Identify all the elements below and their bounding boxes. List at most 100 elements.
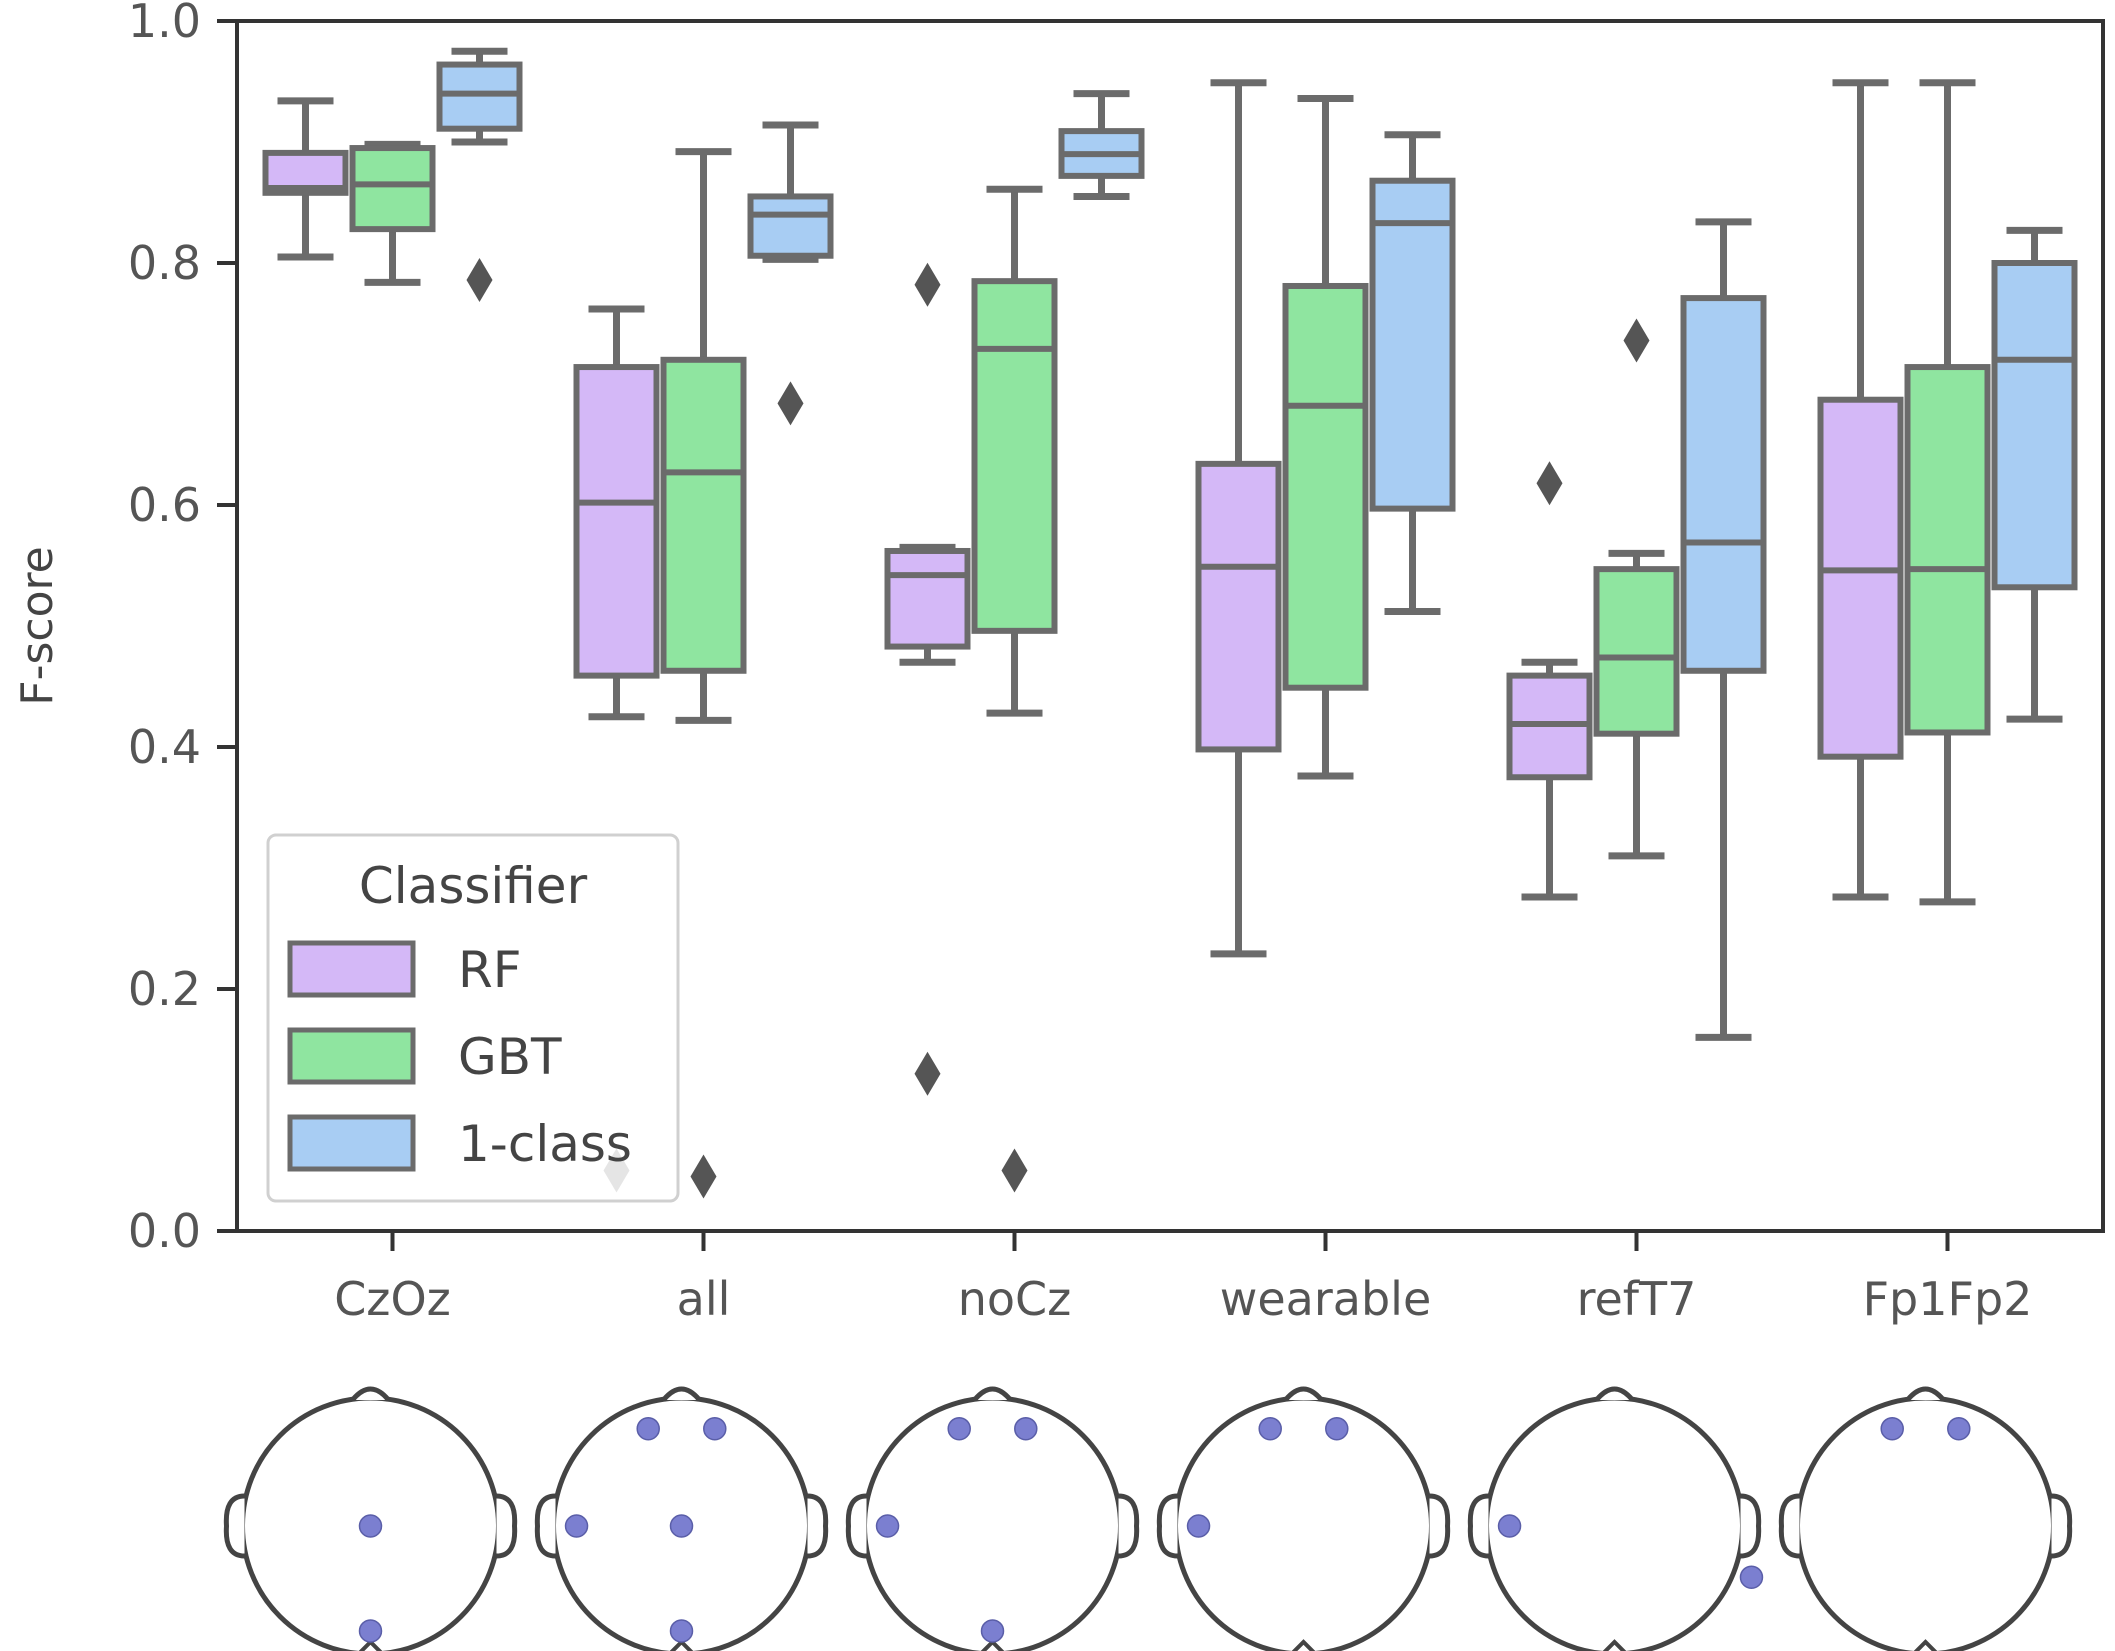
box-GBT-wearable [1282, 94, 1369, 780]
y-tick-label: 0.2 [128, 962, 201, 1016]
box-1-class-refT7 [1680, 218, 1767, 1041]
box-body [1195, 460, 1282, 753]
box-body [1904, 364, 1991, 736]
x-tick-label: CzOz [334, 1272, 451, 1326]
outlier-point [1623, 318, 1650, 363]
box-RF-refT7 [1506, 461, 1593, 901]
box-body [1680, 295, 1767, 674]
electrode-dot-Fp1 [947, 1416, 971, 1441]
legend: Classifier RF GBT 1-class [266, 833, 680, 1203]
box-body [1282, 282, 1369, 691]
electrode-dot-Fp2 [703, 1416, 727, 1441]
y-tick-label: 1.0 [128, 0, 201, 48]
y-axis-label: F-score [12, 546, 63, 705]
box-body [349, 145, 436, 233]
electrode-dot-Fp1 [1880, 1416, 1904, 1441]
nose-shape [972, 1386, 1013, 1402]
nose-shape [1283, 1386, 1324, 1402]
box-1-class-all [747, 121, 834, 426]
right-ear-shape [807, 1493, 829, 1559]
box-GBT-refT7 [1593, 318, 1680, 860]
box-RF-wearable [1195, 79, 1282, 958]
right-ear-shape [496, 1493, 518, 1559]
electrode-dot-T7 [875, 1514, 900, 1538]
left-ear-shape [845, 1493, 867, 1559]
box-1-class-CzOz [436, 47, 523, 302]
electrode-maps [223, 1386, 2073, 1651]
x-tick-label: wearable [1220, 1272, 1432, 1326]
box-body [1817, 396, 1904, 760]
electrode-dot-T7 [1186, 1514, 1211, 1538]
box-RF-Fp1Fp2 [1817, 79, 1904, 901]
electrode-dot-Oz [669, 1619, 694, 1643]
box-body [1593, 566, 1680, 737]
head-outline [862, 1395, 1123, 1651]
outlier-point [690, 1154, 717, 1199]
left-ear-shape [1778, 1493, 1800, 1559]
x-tick-label: Fp1Fp2 [1863, 1272, 2033, 1326]
neck-mark [1913, 1639, 1938, 1651]
electrode-dot-Fp1 [1258, 1416, 1282, 1441]
right-ear-shape [1118, 1493, 1140, 1559]
head-map-Fp1Fp2 [1778, 1386, 2073, 1651]
box-1-class-Fp1Fp2 [1991, 226, 2078, 723]
electrode-dot-T7 [564, 1514, 589, 1538]
legend-swatch-RF [287, 940, 416, 998]
y-tick-label: 0.6 [128, 478, 201, 532]
neck-mark [1602, 1639, 1627, 1651]
right-ear-shape [2051, 1493, 2073, 1559]
head-map-noCz [845, 1386, 1140, 1651]
legend-frame [266, 833, 680, 1203]
legend-title: Classifier [359, 857, 588, 915]
boxes-layer [262, 47, 2078, 1199]
x-tick-label: refT7 [1577, 1272, 1697, 1326]
nose-shape [661, 1386, 702, 1402]
axes-layer: 0.0 0.2 0.4 0.6 0.8 1.0 F-score CzOz all noCz wear… [12, 0, 2105, 1326]
left-ear-shape [223, 1493, 245, 1559]
y-tick-label: 0.0 [128, 1204, 201, 1258]
y-tick-label: 0.8 [128, 236, 201, 290]
head-outline [1173, 1395, 1434, 1651]
box-1-class-noCz [1058, 90, 1145, 200]
nose-shape [350, 1386, 391, 1402]
legend-swatch-GBT [287, 1027, 416, 1085]
left-ear-shape [1156, 1493, 1178, 1559]
box-body [573, 364, 660, 679]
box-1-class-wearable [1369, 131, 1456, 615]
legend-label-RF: RF [458, 941, 522, 999]
electrode-dot-T7 [1497, 1514, 1522, 1538]
box-RF-CzOz [262, 97, 349, 261]
plot-frame [235, 19, 2105, 1233]
outlier-point [914, 1051, 941, 1096]
box-body [1369, 177, 1456, 512]
box-body [884, 547, 971, 650]
legend-swatch-1-class [287, 1114, 416, 1172]
outlier-point [914, 262, 941, 307]
y-tick-label: 0.4 [128, 720, 201, 774]
head-map-CzOz [223, 1386, 518, 1651]
box-body [747, 193, 834, 259]
box-GBT-noCz [971, 185, 1058, 1193]
box-body [1991, 260, 2078, 591]
x-tick-label: all [677, 1272, 731, 1326]
nose-shape [1905, 1386, 1946, 1402]
box-body [436, 61, 523, 132]
box-GBT-Fp1Fp2 [1904, 79, 1991, 906]
legend-label-GBT: GBT [458, 1028, 562, 1086]
electrode-dot-Oz [980, 1619, 1005, 1643]
electrode-dot-Oz [358, 1619, 383, 1643]
electrode-dot-Fp2 [1947, 1416, 1971, 1441]
x-tick-label: noCz [958, 1272, 1072, 1326]
box-GBT-CzOz [349, 140, 436, 286]
electrode-dot-Fp2 [1014, 1416, 1038, 1441]
outlier-point [1536, 461, 1563, 506]
electrode-dot-Cz [669, 1514, 694, 1538]
neck-mark [1291, 1639, 1316, 1651]
head-map-refT7 [1467, 1386, 1764, 1651]
electrode-dot-Fp2 [1325, 1416, 1349, 1441]
head-outline [1484, 1395, 1745, 1651]
electrode-dot-Cz [358, 1514, 383, 1538]
box-body [660, 356, 747, 674]
legend-label-1-class: 1-class [458, 1115, 632, 1173]
